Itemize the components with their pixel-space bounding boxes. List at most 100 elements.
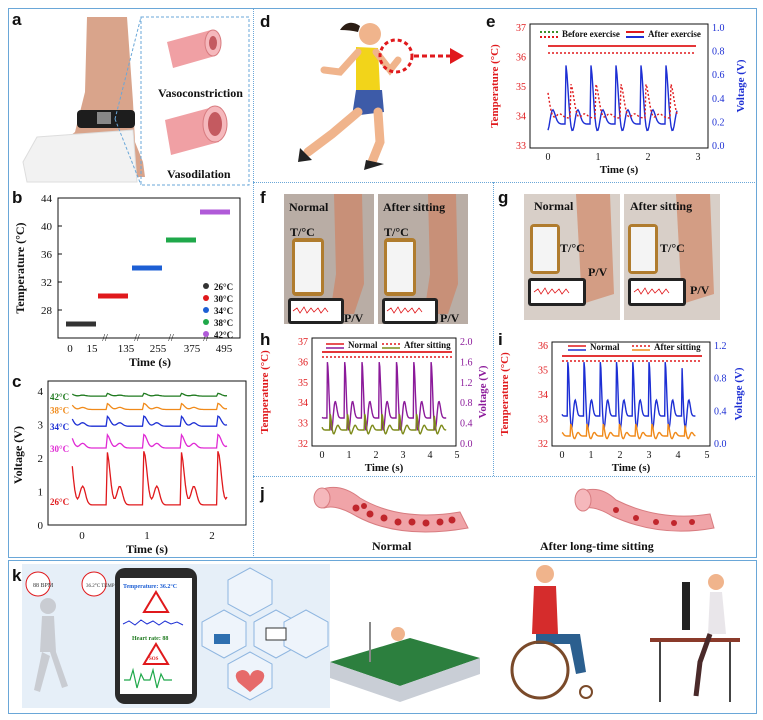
b-xtick-label: 0	[67, 343, 73, 355]
label-vasodilation: Vasodilation	[167, 167, 231, 181]
h-plot-frame	[311, 337, 457, 447]
i-xtick-label: 3	[647, 450, 652, 461]
e-y2label: Voltage (V)	[735, 59, 747, 112]
i-ytick-label: 34	[538, 390, 548, 401]
panel-label-k: k	[12, 566, 22, 585]
panel-label-c: c	[12, 372, 22, 391]
chart-e: 33 34 35 36 37 0.0 0.2 0.4 0.6 0.8 1.0 0 1 2 3 Time (s)…	[489, 23, 747, 176]
g-p-label-2: P/V	[690, 283, 710, 297]
i-y2tick-label: 0.4	[714, 406, 727, 417]
vessel-after-sitting	[574, 488, 715, 532]
e-y2tick-label: 0.8	[712, 47, 725, 58]
i-y2label: Voltage (V)	[733, 367, 745, 420]
panel-f-photos: Normal After sitting T/°C T/°C P/V P/V	[284, 194, 468, 325]
b-series-0	[66, 321, 96, 327]
i-plot-frame	[551, 341, 711, 447]
b-ytick-label: 40	[41, 221, 53, 233]
c-ytick-label: 4	[38, 386, 44, 398]
sos-warning-icon	[142, 642, 170, 665]
i-xlabel: Time (s)	[612, 462, 651, 474]
e-wave-0	[547, 65, 678, 132]
h-wave-0	[321, 362, 447, 431]
i-ylabel: Temperature (°C)	[499, 352, 511, 436]
h-legend-after: After sitting	[404, 340, 451, 350]
b-legend-marker	[203, 295, 209, 301]
c-xtick-label: 1	[144, 530, 150, 542]
f-t-label-2: T/°C	[384, 225, 409, 239]
e-y2tick-label: 1.0	[712, 23, 725, 34]
i-legend-normal: Normal	[590, 342, 620, 352]
b-legend-marker	[203, 307, 209, 313]
b-ytick-label: 36	[41, 249, 53, 261]
h-ytick-label: 32	[298, 439, 308, 450]
divider-h1	[253, 182, 755, 183]
b-xtick-label: 135	[118, 343, 135, 355]
e-xtick-label: 2	[646, 152, 651, 163]
i-legend-after: After sitting	[654, 342, 701, 352]
g-t-label: T/°C	[560, 241, 585, 255]
g-normal: Normal	[534, 199, 574, 213]
b-axis-break: //	[203, 333, 209, 344]
g-p-label: P/V	[588, 265, 608, 279]
h-ytick-label: 37	[298, 337, 308, 348]
e-xtick-label: 0	[546, 152, 551, 163]
b-ytick-label: 32	[41, 277, 52, 289]
b-legend-label: 42°C	[214, 330, 233, 340]
h-y2tick-label: 1.2	[460, 378, 473, 389]
b-xlabel: Time (s)	[129, 355, 171, 369]
panel-j-vessels: Normal After long-time sitting	[313, 486, 715, 553]
e-ytick-label: 36	[516, 53, 526, 64]
c-ylabel: Voltage (V)	[11, 426, 25, 484]
b-legend-label: 30°C	[214, 294, 233, 304]
c-series-label: 34°C	[50, 422, 69, 432]
f-t-label: T/°C	[290, 225, 315, 239]
e-legend-before: Before exercise	[562, 29, 620, 39]
e-ytick-label: 33	[516, 141, 526, 152]
figure-frame	[8, 8, 757, 558]
panel-k-illustration: 88 BPM 36.2°C TEMP Temperature: 36.2°C H…	[22, 564, 740, 708]
h-y2tick-label: 1.6	[460, 357, 473, 368]
i-xtick-label: 2	[618, 450, 623, 461]
bpm-badge	[25, 571, 51, 597]
h-xtick-label: 3	[401, 450, 406, 461]
h-ylabel: Temperature (°C)	[259, 350, 271, 434]
c-ytick-label: 2	[38, 453, 44, 465]
panel-label-b: b	[12, 188, 23, 207]
h-xtick-label: 0	[320, 450, 325, 461]
c-series-line-0	[71, 392, 228, 397]
panel-label-i: i	[498, 330, 503, 349]
h-legend-normal: Normal	[348, 340, 378, 350]
sensor-patch	[97, 112, 111, 124]
b-xtick-label: 375	[184, 343, 201, 355]
i-ytick-label: 33	[538, 415, 548, 426]
svg-text:SOS: SOS	[149, 657, 159, 662]
frame-k	[8, 560, 757, 714]
i-y2tick-label: 0.8	[714, 374, 727, 385]
panel-label-j: j	[260, 484, 265, 503]
b-plot-frame	[57, 197, 241, 339]
i-y2tick-label: 0.0	[714, 439, 727, 450]
b-legend-label: 26°C	[214, 282, 233, 292]
h-wave-1	[321, 413, 447, 435]
i-xtick-label: 0	[560, 450, 565, 461]
i-y2tick-label: 1.2	[714, 341, 727, 352]
i-ytick-label: 36	[538, 341, 548, 352]
h-ytick-label: 34	[298, 398, 308, 409]
i-wave-1	[561, 423, 696, 440]
arrow-icon	[450, 48, 464, 64]
c-xtick-label: 0	[79, 530, 85, 542]
f-after: After sitting	[383, 200, 445, 214]
b-series-2	[132, 265, 162, 271]
panel-a-illustration: Vasoconstriction Vasodilation	[22, 16, 250, 186]
c-xlabel: Time (s)	[126, 542, 168, 555]
e-ytick-label: 35	[516, 82, 526, 93]
vessel-constricted	[167, 29, 222, 68]
divider-vertical	[253, 8, 254, 556]
svg-text:Heart rate: 88: Heart rate: 88	[132, 636, 168, 642]
panel-label-e: e	[486, 12, 496, 31]
panel-label-h: h	[260, 330, 271, 349]
e-xtick-label: 3	[696, 152, 701, 163]
svg-text:Temperature: 36.2°C: Temperature: 36.2°C	[123, 583, 177, 590]
h-y2tick-label: 0.4	[460, 419, 473, 430]
